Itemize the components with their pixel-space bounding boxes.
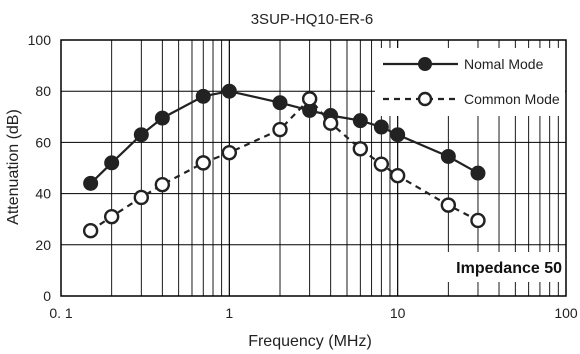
x-tick-label: 0. 1 (49, 305, 73, 321)
open-data-point (195, 155, 211, 171)
y-tick-label: 100 (28, 32, 52, 48)
y-tick-label: 0 (43, 288, 51, 304)
x-tick-label: 10 (390, 305, 406, 321)
x-tick-label: 100 (554, 305, 578, 321)
open-data-point (103, 208, 120, 225)
filled-data-point (272, 95, 288, 111)
filled-data-point (470, 165, 486, 181)
open-data-point (272, 121, 288, 138)
filled-data-point (133, 127, 149, 143)
tick-layer: 0 20 40 60 80 100 0. 1 1 10 100 (28, 32, 578, 321)
series-line (89, 97, 479, 232)
legend: Nomal Mode Common Mode (375, 48, 565, 116)
annotation-background (428, 252, 564, 282)
open-data-point (221, 144, 238, 161)
x-axis-title: Frequency (MHz) (248, 333, 372, 350)
open-data-point (82, 223, 99, 239)
filled-data-point (390, 127, 406, 143)
legend-items: Nomal Mode Common Mode (383, 56, 560, 107)
y-tick-label: 80 (35, 83, 51, 99)
open-data-point (154, 176, 171, 193)
open-data-point (440, 197, 457, 213)
filled-data-point (440, 148, 456, 164)
series-layer (82, 83, 486, 239)
y-tick-label: 60 (35, 134, 51, 150)
filled-data-point (221, 83, 237, 99)
series-common-mode (82, 91, 486, 239)
x-tick-label: 1 (225, 305, 233, 321)
series-nomal-mode (83, 83, 486, 191)
legend-open-marker (417, 91, 433, 107)
y-axis-title: Attenuation (dB) (5, 109, 22, 225)
y-tick-label: 20 (35, 237, 51, 253)
plot-frame (60, 39, 567, 297)
open-data-point (133, 189, 150, 206)
legend-label: Nomal Mode (464, 56, 544, 72)
y-tick-label: 40 (35, 186, 51, 202)
filled-data-point (373, 119, 389, 135)
filled-data-point (352, 113, 368, 129)
open-data-point (373, 156, 390, 172)
chart-title: 3SUP-HQ10-ER-6 (251, 11, 374, 28)
filled-data-point (154, 110, 170, 126)
legend-label: Common Mode (464, 91, 560, 107)
filled-data-point (104, 155, 120, 171)
legend-filled-marker (418, 57, 432, 71)
filled-data-point (83, 175, 99, 191)
open-data-point (301, 91, 318, 107)
legend-background (375, 48, 565, 116)
open-data-point (352, 141, 369, 157)
open-data-point (389, 167, 406, 184)
open-data-point (470, 212, 486, 229)
filled-data-point (195, 88, 211, 104)
impedance-annotation: Impedance 50 (456, 260, 562, 277)
open-data-point (322, 115, 339, 131)
